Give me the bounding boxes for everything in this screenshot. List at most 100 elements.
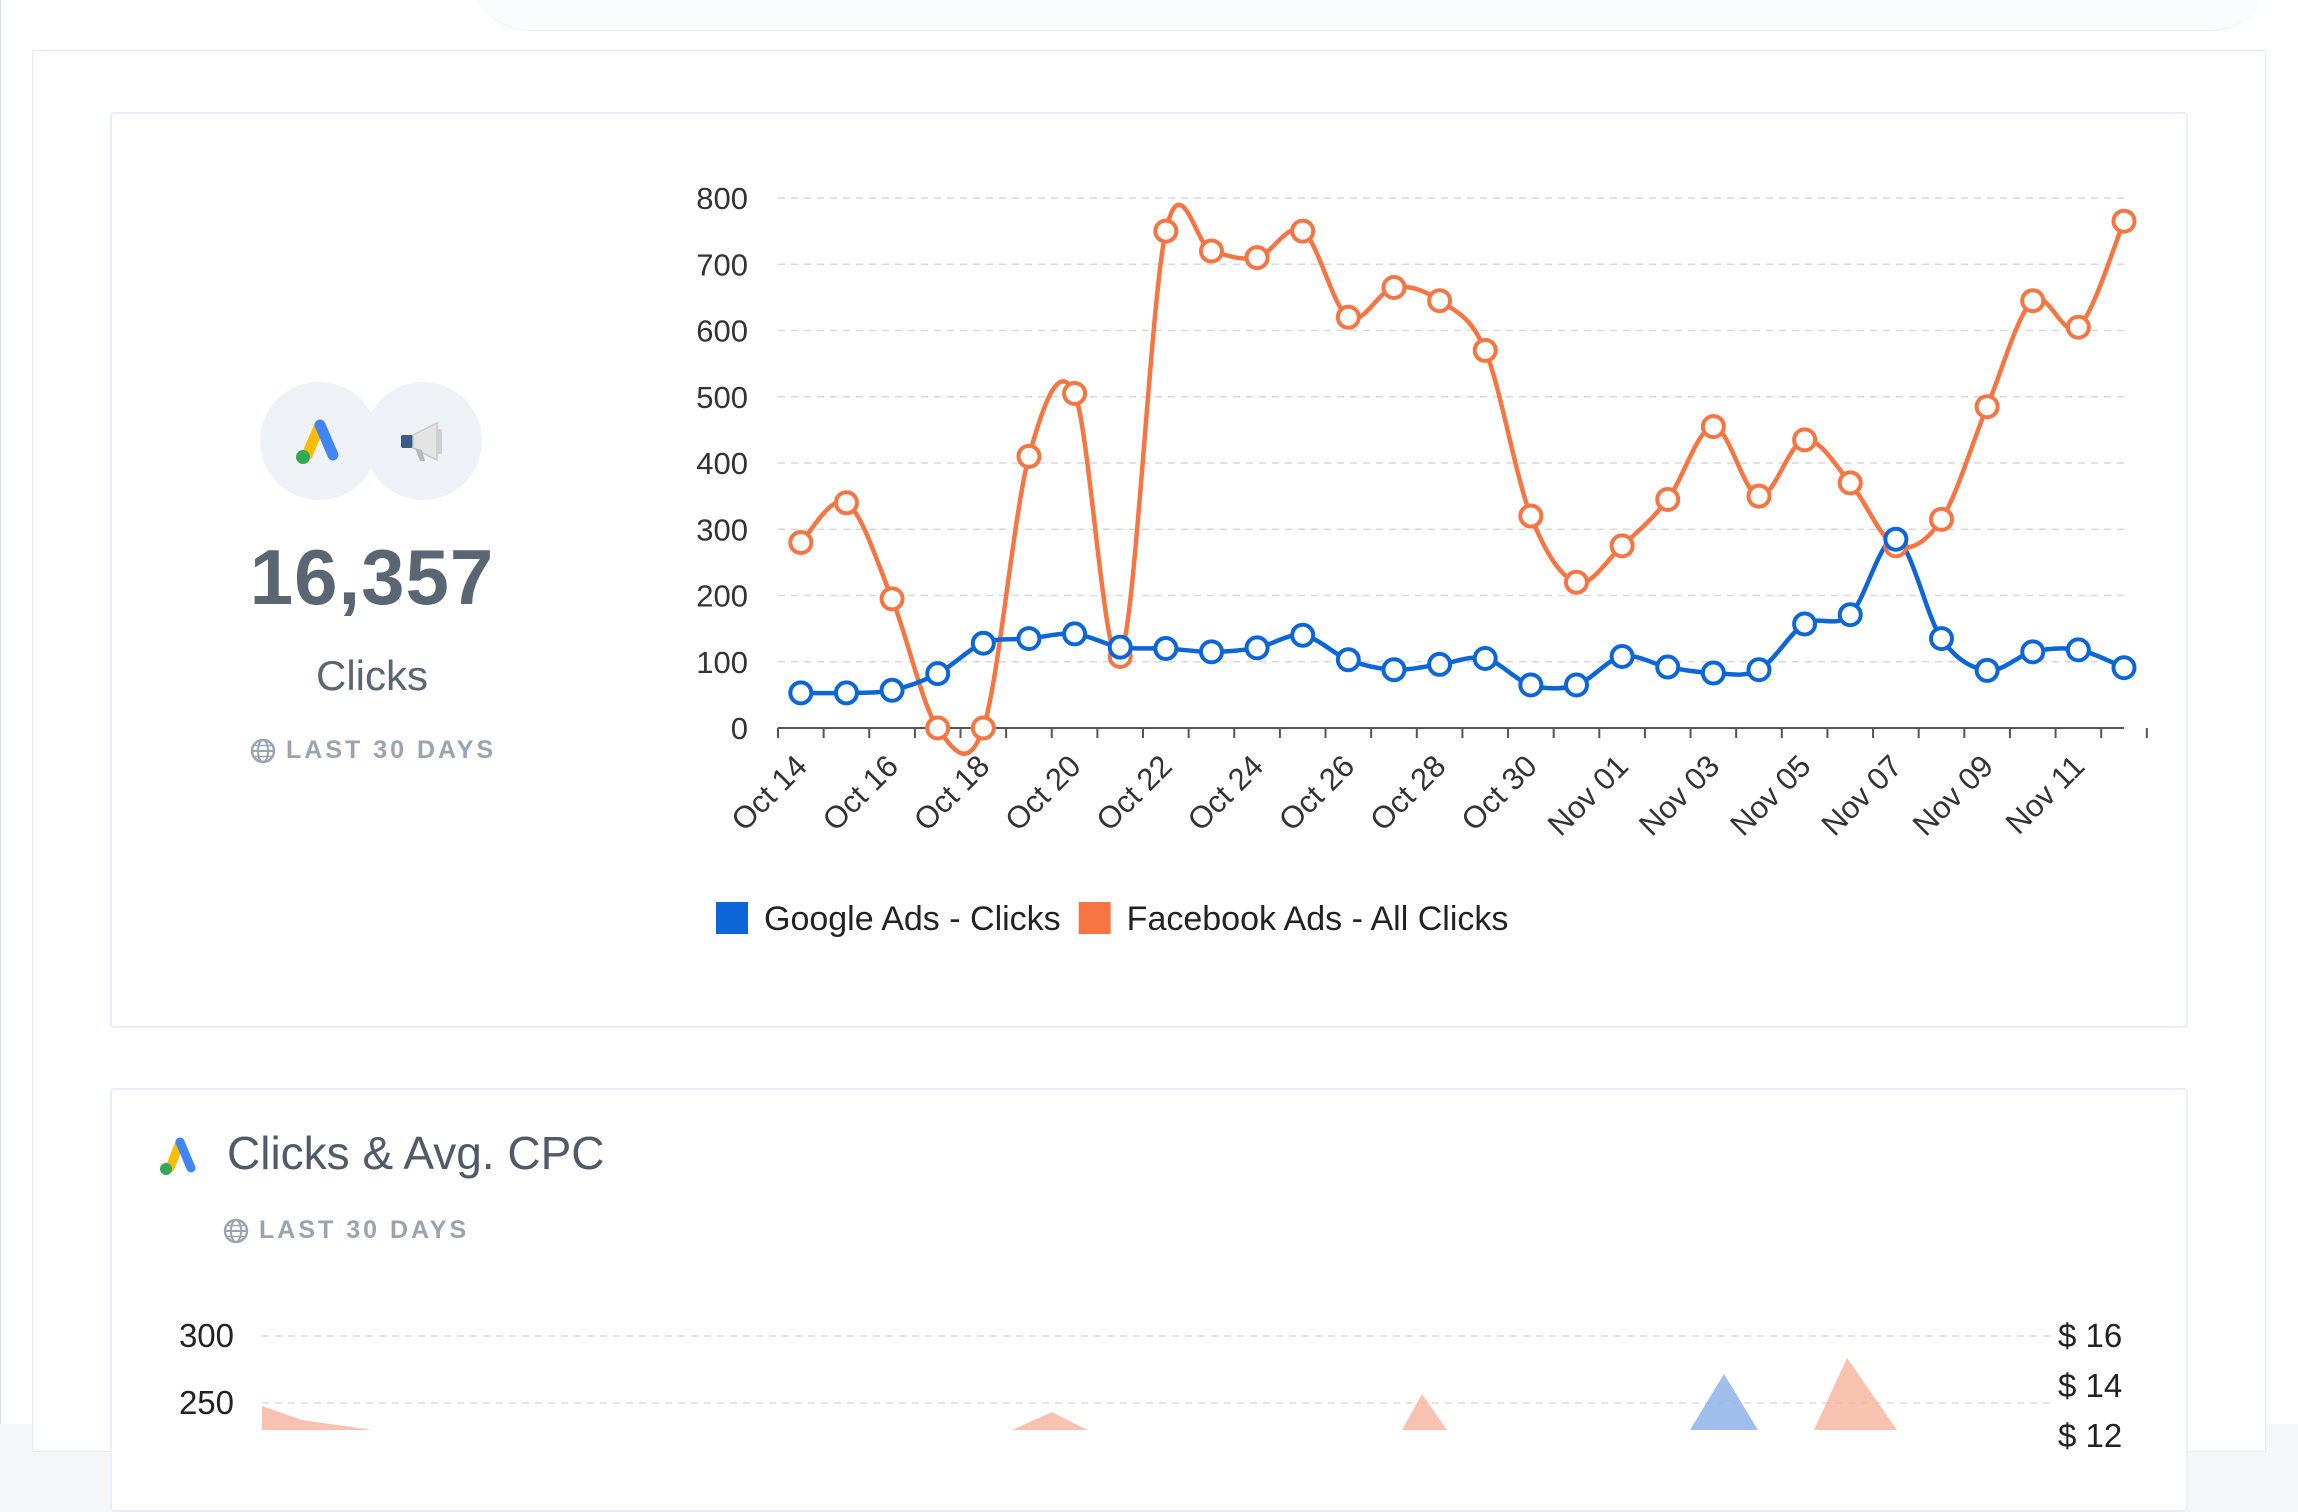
- data-point: [833, 490, 859, 516]
- x-tick-label: Oct 16: [816, 748, 905, 837]
- data-point: [1472, 337, 1498, 363]
- x-tick-label: Nov 07: [1815, 748, 1909, 842]
- y-tick-label: 600: [696, 314, 748, 349]
- x-tick-label: Nov 05: [1723, 748, 1817, 842]
- clicks-kpi-card: 16,357 Clicks LAST 30 DAYS 0 100 200 300 400…: [110, 112, 2188, 1028]
- globe-icon: [250, 738, 276, 763]
- data-point: [1153, 636, 1179, 661]
- data-point: [1928, 506, 1954, 532]
- data-point: [879, 677, 905, 703]
- area-series-segment: [1012, 1412, 1087, 1430]
- google-ads-icon: [160, 1137, 196, 1175]
- data-point: [1746, 657, 1772, 683]
- data-point: [1837, 470, 1863, 496]
- data-point: [1062, 621, 1088, 647]
- data-point: [1837, 602, 1863, 628]
- data-point: [1381, 657, 1407, 683]
- data-point: [1655, 654, 1681, 680]
- clicks-label: Clicks: [316, 652, 428, 699]
- x-tick-label: Oct 24: [1181, 748, 1270, 837]
- data-point: [1518, 503, 1544, 529]
- data-point: [2020, 288, 2046, 314]
- data-point: [1427, 651, 1453, 677]
- top-header-fade: [470, 0, 2270, 31]
- x-tick-label: Oct 18: [907, 748, 996, 837]
- data-point: [1609, 643, 1635, 669]
- data-point: [1107, 634, 1133, 660]
- area-series-segment: [1814, 1358, 1897, 1430]
- right-axis-label: $ 12: [2058, 1417, 2122, 1454]
- legend-label: Google Ads - Clicks: [764, 900, 1061, 938]
- x-tick-label: Nov 01: [1541, 748, 1635, 842]
- y-tick-label: 700: [696, 247, 748, 282]
- data-point: [1335, 647, 1361, 673]
- data-point: [1655, 486, 1681, 512]
- data-point: [1974, 394, 2000, 420]
- data-point: [1244, 635, 1270, 661]
- data-point: [2020, 639, 2046, 665]
- legend-label: Facebook Ads - All Clicks: [1127, 900, 1509, 938]
- y-tick-label: 400: [696, 446, 748, 481]
- data-point: [1609, 533, 1635, 559]
- data-point: [1062, 380, 1088, 406]
- data-point: [1472, 645, 1498, 671]
- data-point: [970, 630, 996, 656]
- data-point: [1016, 626, 1042, 652]
- data-point: [925, 661, 951, 687]
- data-point: [1335, 304, 1361, 330]
- data-point: [1427, 288, 1453, 314]
- x-tick-label: Oct 30: [1454, 748, 1543, 837]
- x-tick-label: Oct 22: [1089, 748, 1178, 837]
- data-point: [1792, 611, 1818, 637]
- period-label: LAST 30 DAYS: [223, 1216, 469, 1245]
- legend-swatch: [716, 902, 748, 934]
- data-point: [1518, 672, 1544, 698]
- left-axis-label: 300: [179, 1317, 234, 1354]
- facebook-megaphone-icon: [364, 382, 482, 500]
- area-series-segment: [1402, 1394, 1447, 1430]
- card-title: Clicks & Avg. CPC: [227, 1127, 605, 1179]
- y-tick-label: 100: [696, 645, 748, 680]
- data-point: [1198, 238, 1224, 264]
- data-point: [1198, 639, 1224, 665]
- y-tick-label: 800: [696, 181, 748, 216]
- y-tick-label: 300: [696, 512, 748, 547]
- clicks-avg-cpc-card: Clicks & Avg. CPC LAST 30 DAYS 300 250 $ 1…: [110, 1088, 2188, 1512]
- series-line: [800, 536, 2125, 696]
- data-point: [925, 715, 951, 741]
- data-point: [1016, 443, 1042, 469]
- period-label: LAST 30 DAYS: [250, 736, 496, 765]
- data-point: [1563, 569, 1589, 595]
- data-point: [1792, 427, 1818, 453]
- area-series-segment: [262, 1406, 372, 1430]
- data-point: [788, 530, 814, 555]
- data-point: [1928, 626, 1954, 652]
- x-tick-label: Oct 20: [998, 748, 1087, 837]
- data-point: [2065, 637, 2091, 663]
- data-point: [833, 680, 859, 706]
- x-tick-label: Nov 11: [1999, 748, 2092, 841]
- data-point: [1381, 274, 1407, 300]
- period-text: LAST 30 DAYS: [286, 736, 497, 764]
- series-line: [799, 202, 2127, 756]
- y-tick-label: 0: [731, 711, 748, 746]
- data-point: [1290, 622, 1316, 648]
- data-point: [1746, 483, 1772, 509]
- x-tick-label: Oct 26: [1272, 748, 1361, 837]
- data-point: [2111, 655, 2137, 681]
- y-tick-label: 500: [696, 380, 748, 415]
- data-point: [1290, 218, 1316, 244]
- data-point: [2111, 208, 2137, 234]
- clicks-total-value: 16,357: [249, 533, 495, 621]
- data-point: [1883, 526, 1909, 552]
- data-point: [879, 586, 905, 612]
- data-point: [1974, 657, 2000, 683]
- area-series-segment: [1690, 1374, 1758, 1430]
- data-point: [788, 680, 814, 706]
- x-tick-label: Oct 28: [1363, 748, 1452, 837]
- data-point: [1563, 672, 1589, 698]
- right-axis-label: $ 14: [2058, 1367, 2122, 1404]
- data-point: [1153, 218, 1179, 244]
- x-tick-label: Nov 09: [1906, 748, 2000, 842]
